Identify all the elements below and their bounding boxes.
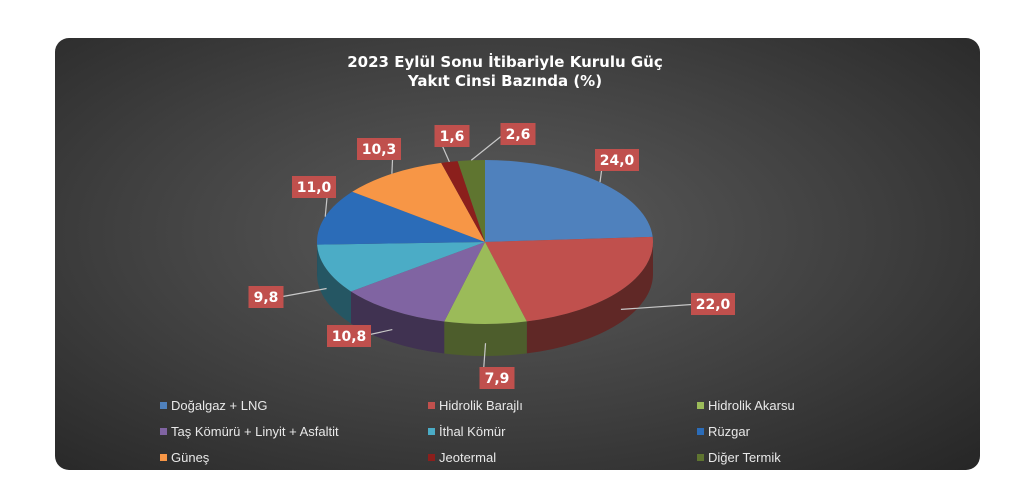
legend-swatch: [160, 402, 167, 409]
legend-item: Rüzgar: [697, 424, 750, 439]
title-line-2: Yakıt Cinsi Bazında (%): [407, 72, 603, 90]
pie-slice-2[interactable]: [444, 242, 527, 324]
pie-side-3: [350, 291, 445, 354]
legend-item: Doğalgaz + LNG: [160, 398, 267, 413]
title-line-1: 2023 Eylül Sonu İtibariyle Kurulu Güç: [347, 53, 663, 71]
data-label-box-3: [327, 325, 371, 347]
pie-slice-4[interactable]: [317, 242, 485, 292]
data-label-2: 7,9: [485, 371, 510, 387]
legend-label: Güneş: [171, 450, 210, 465]
legend-swatch: [428, 428, 435, 435]
legend-swatch: [697, 428, 704, 435]
legend-label: Rüzgar: [708, 424, 750, 439]
pie-side-2: [444, 321, 527, 356]
legend-item: Hidrolik Barajlı: [428, 398, 523, 413]
legend-label: Hidrolik Akarsu: [708, 398, 795, 413]
pie-slice-1[interactable]: [485, 236, 654, 322]
pie-slice-6[interactable]: [352, 162, 485, 242]
chart-title: 2023 Eylül Sonu İtibariyle Kurulu Güç Yak…: [0, 53, 1010, 91]
data-label-box-1: [691, 293, 735, 315]
data-label-box-7: [434, 125, 470, 147]
pie-side-1: [526, 242, 653, 354]
legend-swatch: [428, 402, 435, 409]
legend-item: Taş Kömürü + Linyit + Asfaltit: [160, 424, 339, 439]
legend-swatch: [160, 428, 167, 435]
data-label-box-6: [357, 138, 401, 160]
legend-label: Hidrolik Barajlı: [439, 398, 523, 413]
data-label-box-5: [292, 176, 336, 198]
data-label-0: 24,0: [600, 153, 635, 169]
pie-side-4: [317, 244, 351, 324]
legend-swatch: [697, 454, 704, 461]
data-label-6: 10,3: [362, 142, 397, 158]
data-label-box-0: [595, 149, 639, 171]
pie-slice-3[interactable]: [350, 242, 485, 322]
data-label-7: 1,6: [440, 129, 465, 145]
leader-line-8: [470, 133, 505, 161]
pie-slice-7[interactable]: [441, 161, 485, 242]
legend-swatch: [428, 454, 435, 461]
data-label-box-2: [479, 367, 515, 389]
legend-label: Jeotermal: [439, 450, 497, 465]
data-label-5: 11,0: [297, 180, 332, 196]
legend-label: İthal Kömür: [439, 424, 506, 439]
pie-slice-0[interactable]: [485, 160, 653, 242]
legend-label: Taş Kömürü + Linyit + Asfaltit: [171, 424, 339, 439]
leader-line-1: [620, 303, 700, 310]
data-label-3: 10,8: [332, 329, 367, 345]
data-label-box-8: [500, 123, 536, 145]
legend-item: Jeotermal: [428, 450, 496, 465]
legend-swatch: [697, 402, 704, 409]
legend-item: Hidrolik Akarsu: [697, 398, 795, 413]
data-label-8: 2,6: [506, 127, 531, 143]
leader-line-4: [279, 287, 327, 298]
pie-slice-8[interactable]: [457, 160, 485, 242]
pie-slice-5[interactable]: [317, 191, 485, 245]
legend-item: Diğer Termik: [697, 450, 781, 465]
data-label-box-4: [248, 286, 284, 308]
legend-swatch: [160, 454, 167, 461]
data-label-1: 22,0: [696, 297, 731, 313]
legend-item: Güneş: [160, 450, 209, 465]
legend-item: İthal Kömür: [428, 424, 505, 439]
legend-label: Diğer Termik: [708, 450, 781, 465]
data-label-4: 9,8: [254, 290, 279, 306]
legend-label: Doğalgaz + LNG: [171, 398, 268, 413]
